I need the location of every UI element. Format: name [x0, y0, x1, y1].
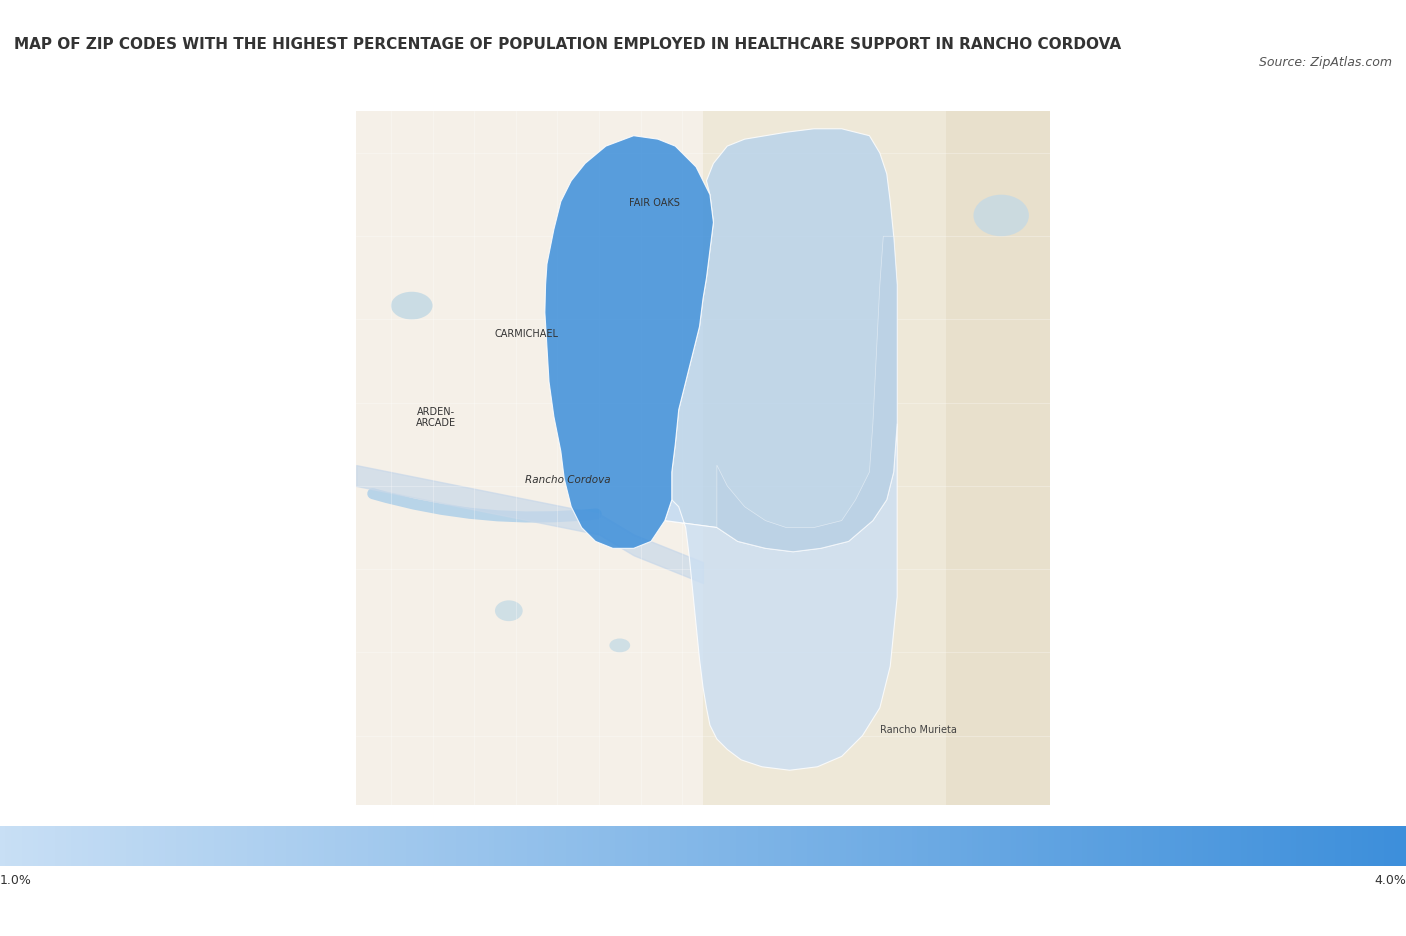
Ellipse shape — [391, 292, 433, 320]
FancyArrowPatch shape — [373, 494, 596, 518]
Polygon shape — [665, 424, 897, 770]
Ellipse shape — [495, 601, 523, 622]
Text: FAIR OAKS: FAIR OAKS — [628, 197, 681, 208]
Bar — [356, 112, 703, 805]
Text: 1.0%: 1.0% — [0, 873, 32, 886]
Text: ARDEN-
ARCADE: ARDEN- ARCADE — [416, 406, 456, 428]
Polygon shape — [546, 137, 713, 548]
Text: 4.0%: 4.0% — [1374, 873, 1406, 886]
Text: Source: ZipAtlas.com: Source: ZipAtlas.com — [1258, 56, 1392, 69]
Bar — [703, 112, 1050, 805]
Bar — [946, 112, 1050, 805]
Text: CARMICHAEL: CARMICHAEL — [494, 329, 558, 339]
Text: Rancho Cordova: Rancho Cordova — [524, 475, 610, 485]
Polygon shape — [665, 130, 897, 552]
Ellipse shape — [609, 638, 630, 652]
Ellipse shape — [973, 196, 1029, 237]
Text: MAP OF ZIP CODES WITH THE HIGHEST PERCENTAGE OF POPULATION EMPLOYED IN HEALTHCAR: MAP OF ZIP CODES WITH THE HIGHEST PERCEN… — [14, 37, 1121, 52]
Text: Rancho Murieta: Rancho Murieta — [880, 724, 956, 734]
Polygon shape — [717, 237, 897, 552]
